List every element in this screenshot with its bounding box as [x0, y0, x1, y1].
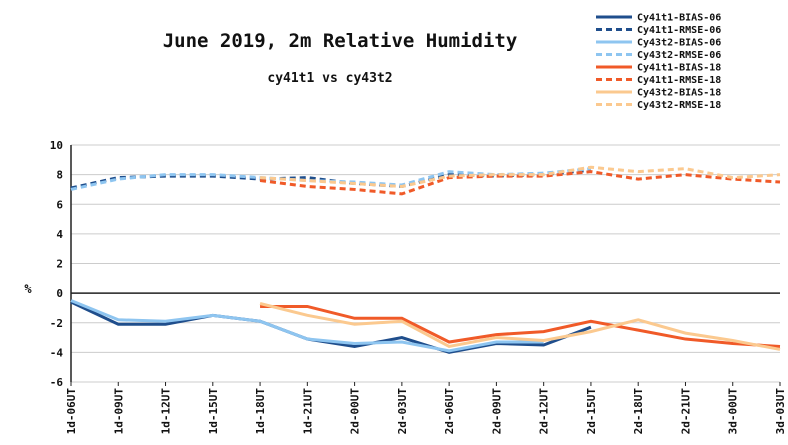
x-tick-label: 2d-09UT: [490, 388, 503, 435]
x-tick-label: 3d-03UT: [774, 388, 787, 435]
x-tick-label: 1d-09UT: [112, 388, 125, 435]
legend-label: Cy41t1-RMSE-06: [637, 25, 721, 36]
x-tick-label: 1d-15UT: [207, 388, 220, 435]
y-tick-label: -6: [50, 376, 64, 389]
legend-label: Cy43t2-RMSE-06: [637, 50, 721, 61]
y-tick-label: 6: [56, 198, 63, 211]
y-tick-label: 0: [56, 287, 63, 300]
x-tick-label: 2d-18UT: [632, 388, 645, 435]
x-tick-label: 2d-21UT: [679, 388, 692, 435]
chart-subtitle: cy41t1 vs cy43t2: [267, 71, 392, 86]
y-tick-label: -2: [50, 317, 63, 330]
y-axis-label: %: [24, 282, 32, 296]
y-tick-label: 10: [50, 139, 63, 152]
x-tick-label: 2d-15UT: [585, 388, 598, 435]
x-tick-label: 2d-06UT: [443, 388, 456, 435]
legend-label: Cy43t2-RMSE-18: [637, 100, 721, 111]
x-tick-label: 1d-18UT: [254, 388, 267, 435]
x-tick-label: 1d-06UT: [65, 388, 78, 435]
series-line: [260, 304, 781, 348]
legend-label: Cy41t1-RMSE-18: [637, 75, 721, 86]
legend-label: Cy43t2-BIAS-06: [637, 38, 721, 49]
legend-label: Cy41t1-BIAS-18: [637, 63, 721, 74]
series-line: [259, 302, 781, 351]
y-tick-label: 4: [56, 228, 63, 241]
x-tick-label: 2d-00UT: [349, 388, 362, 435]
x-tick-label: 2d-03UT: [396, 388, 409, 435]
x-tick-label: 1d-21UT: [301, 388, 314, 435]
series-line: [70, 300, 592, 354]
x-tick-label: 3d-00UT: [727, 388, 740, 435]
legend-label: Cy43t2-BIAS-18: [637, 88, 721, 99]
series-line: [259, 165, 781, 188]
y-tick-label: 2: [56, 258, 63, 271]
y-tick-label: -4: [50, 346, 64, 359]
y-tick-label: 8: [56, 169, 63, 182]
legend-label: Cy41t1-BIAS-06: [637, 13, 721, 24]
x-tick-label: 2d-12UT: [538, 388, 551, 435]
series-line: [70, 299, 544, 353]
chart-title: June 2019, 2m Relative Humidity: [163, 30, 518, 52]
x-tick-label: 1d-12UT: [160, 388, 173, 435]
